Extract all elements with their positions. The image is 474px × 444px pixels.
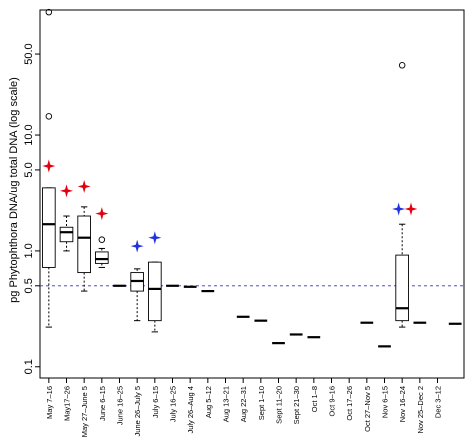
x-tick-label: June 16–25 (116, 386, 125, 425)
box (395, 254, 409, 322)
x-tick-label: June 6–15 (98, 386, 107, 421)
outlier-point (45, 113, 53, 120)
x-tick-label: Dec 3–12 (434, 386, 443, 418)
y-tick-label: 0.1 (23, 359, 35, 374)
plot-frame (39, 9, 465, 379)
outlier-point (398, 62, 406, 69)
x-tick-label: May 7–16 (45, 386, 54, 419)
outlier-point (98, 236, 106, 243)
box (95, 251, 109, 264)
y-tick-label: 1.0 (23, 243, 35, 258)
x-tick-label: July 16–25 (169, 386, 178, 422)
x-tick-label: Oct 9–16 (328, 386, 337, 416)
x-tick-label: Aug 13–21 (222, 386, 231, 422)
y-tick-label: 50.0 (23, 43, 35, 64)
significance-star-marker (404, 202, 418, 216)
box (148, 261, 162, 322)
x-tick-label: May17–26 (63, 386, 72, 421)
significance-star-marker (95, 207, 109, 221)
x-tick-label: Aug 22–31 (239, 386, 248, 422)
significance-star-marker (77, 179, 91, 193)
significance-star-marker (42, 159, 56, 173)
significance-star-marker (392, 202, 406, 216)
plot-area: 0.1 0.5 1.0 5.0 10.0 50.0 May 7–16 May17–26 May … (23, 8, 465, 437)
x-tick-label: July 26–Aug 4 (186, 386, 195, 434)
box (77, 215, 91, 274)
x-tick-label: Oct 1–8 (310, 386, 319, 412)
x-tick-label: July 6–15 (151, 386, 160, 418)
y-tick-label: 0.5 (23, 278, 35, 293)
x-tick-label: May 27–June 5 (80, 386, 89, 437)
y-tick-label: 10.0 (23, 124, 35, 145)
x-tick-label: June 26–July 5 (133, 386, 142, 436)
y-tick-label: 5.0 (23, 162, 35, 177)
x-tick-label: Sept 21–30 (292, 386, 301, 424)
x-tick-label: Oct 17–26 (345, 386, 354, 421)
x-tick-label: Nov 25–Dec 2 (416, 386, 425, 434)
box (59, 226, 74, 243)
y-axis-label: pg Phytophthora DNA/ug total DNA (log sc… (8, 77, 20, 303)
outlier-point (45, 8, 53, 16)
x-tick-label: Sept 11–20 (275, 386, 284, 424)
box (42, 187, 56, 268)
x-tick-label: Sept 1–10 (257, 386, 266, 420)
significance-star-marker (130, 239, 144, 253)
x-tick-label: Nov 16–24 (398, 386, 407, 422)
significance-star-marker (60, 184, 73, 198)
x-tick-label: Nov 6–15 (381, 386, 390, 418)
significance-star-marker (148, 231, 162, 245)
x-tick-label: Oct 27–Nov 5 (363, 386, 372, 432)
x-tick-label: Aug 5–12 (204, 386, 213, 418)
